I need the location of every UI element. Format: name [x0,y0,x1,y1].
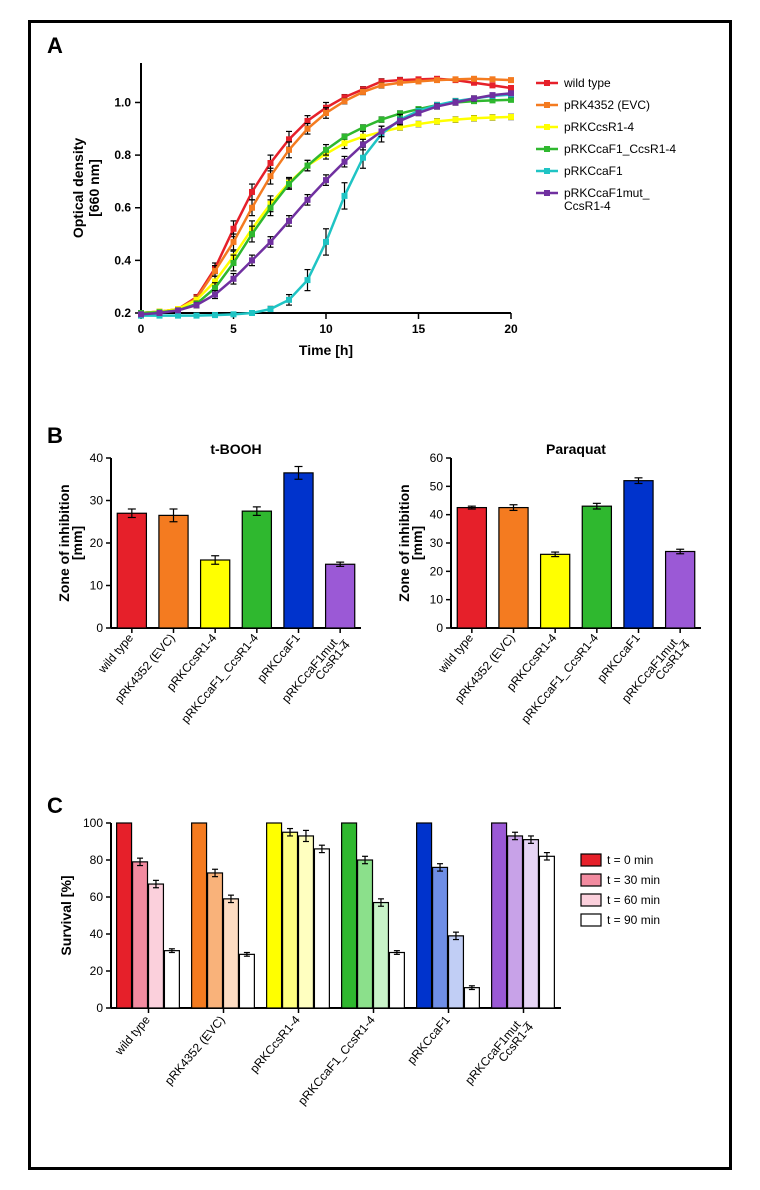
svg-text:30: 30 [430,536,444,550]
svg-text:80: 80 [90,853,104,867]
svg-text:pRKCcaF1: pRKCcaF1 [564,164,623,178]
svg-text:20: 20 [90,964,104,978]
svg-text:60: 60 [430,451,444,465]
svg-text:pRKCcaF1_CcsR1-4: pRKCcaF1_CcsR1-4 [518,631,601,726]
svg-text:t = 60 min: t = 60 min [607,893,660,907]
svg-text:t-BOOH: t-BOOH [210,441,261,457]
svg-text:40: 40 [90,927,104,941]
svg-text:pRKCcsR1-4: pRKCcsR1-4 [564,120,634,134]
svg-text:pRKCcaF1: pRKCcaF1 [404,1013,453,1067]
svg-text:40: 40 [430,508,444,522]
svg-text:0: 0 [96,621,103,635]
svg-text:20: 20 [504,322,518,336]
svg-text:wild type: wild type [435,631,477,677]
svg-text:pRKCcaF1mut_CcsR1-4: pRKCcaF1mut_CcsR1-4 [462,1013,536,1095]
svg-text:Time [h]: Time [h] [299,342,353,358]
svg-text:CcsR1-4: CcsR1-4 [564,199,611,213]
svg-text:Paraquat: Paraquat [546,441,606,457]
svg-text:0.2: 0.2 [114,306,131,320]
svg-text:t = 90 min: t = 90 min [607,913,660,927]
svg-text:20: 20 [430,564,444,578]
svg-text:Zone of inhibition[mm]: Zone of inhibition[mm] [56,484,85,601]
panel-label-a: A [47,33,63,59]
svg-text:pRK4352 (EVC): pRK4352 (EVC) [162,1013,228,1088]
svg-text:40: 40 [90,451,104,465]
svg-text:0.8: 0.8 [114,148,131,162]
svg-text:pRKCcaF1_CcsR1-4: pRKCcaF1_CcsR1-4 [295,1013,378,1108]
svg-text:pRKCcaF1_CcsR1-4: pRKCcaF1_CcsR1-4 [564,142,676,156]
svg-text:15: 15 [412,322,426,336]
svg-text:t = 0 min: t = 0 min [607,853,653,867]
svg-text:0: 0 [436,621,443,635]
svg-text:wild type: wild type [563,76,611,90]
svg-text:0: 0 [138,322,145,336]
svg-text:5: 5 [230,322,237,336]
svg-text:30: 30 [90,494,104,508]
svg-text:1.0: 1.0 [114,95,131,109]
svg-text:t = 30 min: t = 30 min [607,873,660,887]
svg-text:0: 0 [96,1001,103,1015]
svg-text:50: 50 [430,479,444,493]
panel-b-charts: t-BOOH 0 10 20 30 40 Zone of inhibition[mm] wil… [51,438,721,758]
svg-text:20: 20 [90,536,104,550]
svg-text:10: 10 [90,579,104,593]
svg-text:pRK4352 (EVC): pRK4352 (EVC) [564,98,650,112]
svg-text:10: 10 [430,593,444,607]
svg-text:Survival [%]: Survival [%] [58,875,74,955]
svg-text:0.4: 0.4 [114,253,131,267]
svg-text:wild type: wild type [95,631,137,677]
panel-c-chart: 0 20 40 60 80 100 Survival [%] wild typepRK4352… [51,813,721,1153]
panel-a-chart: 0 5 10 15 20 0.2 0.4 0.6 0.8 1.0 Time [h] Optical d… [71,53,711,363]
svg-text:pRKCcaF1_CcsR1-4: pRKCcaF1_CcsR1-4 [178,631,261,726]
svg-text:pRKCcsR1-4: pRKCcsR1-4 [247,1013,303,1076]
svg-text:Optical density[660 nm]: Optical density[660 nm] [71,138,102,239]
svg-text:wild type: wild type [111,1013,153,1059]
svg-text:0.6: 0.6 [114,201,131,215]
svg-text:Zone of inhibition[mm]: Zone of inhibition[mm] [396,484,425,601]
svg-text:10: 10 [319,322,333,336]
figure-frame: A 0 5 10 15 20 0.2 0.4 0.6 0.8 1.0 Time [h] Optical… [28,20,732,1170]
svg-text:pRKCcaF1mut_: pRKCcaF1mut_ [564,186,650,200]
svg-text:60: 60 [90,890,104,904]
svg-text:100: 100 [83,816,103,830]
